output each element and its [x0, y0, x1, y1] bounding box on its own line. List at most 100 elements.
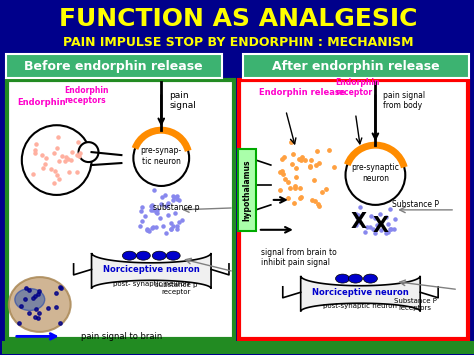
- Ellipse shape: [122, 251, 137, 260]
- Text: PAIN IMPULSE STOP BY ENDORPHIN : MECHANISM: PAIN IMPULSE STOP BY ENDORPHIN : MECHANI…: [63, 36, 413, 49]
- Text: X: X: [372, 216, 388, 236]
- Point: [55, 176, 63, 182]
- Point: [41, 161, 49, 167]
- Point: [156, 215, 164, 221]
- Point: [164, 200, 172, 206]
- Text: hypothalamus: hypothalamus: [242, 159, 251, 221]
- Point: [308, 197, 316, 203]
- Point: [138, 219, 146, 224]
- Point: [292, 184, 299, 189]
- Point: [354, 213, 361, 218]
- Text: pain
signal: pain signal: [169, 91, 196, 110]
- Point: [369, 226, 376, 232]
- Point: [361, 229, 369, 235]
- Point: [153, 209, 160, 215]
- Point: [73, 153, 81, 158]
- Point: [143, 226, 150, 231]
- Point: [276, 187, 284, 193]
- Bar: [239, 80, 468, 339]
- Point: [26, 288, 33, 293]
- Point: [137, 223, 144, 229]
- Point: [149, 224, 156, 230]
- Point: [53, 172, 61, 178]
- Point: [301, 157, 309, 163]
- Point: [150, 187, 157, 193]
- Point: [31, 150, 39, 156]
- Text: FUNCTION AS ANALGESIC: FUNCTION AS ANALGESIC: [59, 7, 417, 31]
- Point: [164, 212, 172, 218]
- Ellipse shape: [348, 274, 363, 283]
- Point: [290, 152, 297, 157]
- Ellipse shape: [137, 251, 150, 260]
- Point: [386, 206, 394, 212]
- Point: [36, 288, 43, 294]
- Point: [34, 291, 41, 297]
- Point: [54, 135, 62, 140]
- Point: [366, 224, 374, 229]
- FancyBboxPatch shape: [6, 54, 222, 78]
- Point: [167, 226, 175, 232]
- Point: [58, 153, 65, 159]
- Point: [315, 160, 323, 165]
- Point: [161, 192, 169, 197]
- FancyBboxPatch shape: [238, 149, 256, 231]
- Point: [371, 215, 379, 221]
- Point: [169, 193, 176, 199]
- Point: [297, 157, 305, 163]
- Point: [352, 211, 360, 217]
- Point: [32, 147, 39, 153]
- Point: [386, 226, 393, 231]
- Point: [38, 152, 46, 158]
- Point: [384, 221, 392, 227]
- Point: [32, 294, 39, 299]
- Point: [162, 230, 169, 235]
- Text: post- synaptic neuron: post- synaptic neuron: [113, 280, 190, 286]
- Point: [68, 149, 75, 155]
- Point: [173, 196, 181, 202]
- Point: [62, 154, 69, 160]
- Point: [387, 226, 395, 231]
- Point: [147, 203, 155, 209]
- Text: After endorphin release: After endorphin release: [272, 60, 439, 73]
- Point: [73, 169, 81, 175]
- Text: Endorphin: Endorphin: [17, 98, 65, 107]
- Text: substance p: substance p: [153, 203, 200, 212]
- Point: [278, 157, 285, 162]
- Point: [391, 216, 399, 222]
- Ellipse shape: [166, 251, 180, 260]
- Point: [299, 154, 306, 160]
- Bar: [2, 342, 474, 354]
- Point: [384, 229, 392, 235]
- Ellipse shape: [364, 274, 377, 283]
- Text: Norciceptive neuron: Norciceptive neuron: [103, 265, 200, 274]
- Point: [356, 220, 363, 225]
- Text: pain signal to brain: pain signal to brain: [81, 332, 162, 341]
- Point: [353, 214, 361, 219]
- Point: [279, 168, 286, 174]
- Point: [315, 201, 322, 207]
- Point: [56, 284, 64, 290]
- Text: pre-synap-
tic neuron: pre-synap- tic neuron: [141, 146, 182, 166]
- Point: [167, 226, 175, 232]
- Point: [173, 226, 181, 232]
- Point: [373, 222, 381, 228]
- Point: [145, 228, 152, 233]
- Point: [53, 145, 61, 151]
- Point: [64, 156, 72, 162]
- Point: [34, 315, 41, 321]
- Point: [18, 303, 25, 308]
- Text: Endorphin release: Endorphin release: [259, 88, 346, 97]
- Point: [74, 140, 82, 145]
- Point: [158, 194, 166, 200]
- Point: [363, 224, 371, 230]
- Text: signal from brain to
inhibit pain signal: signal from brain to inhibit pain signal: [261, 248, 337, 267]
- Text: Before endorphin release: Before endorphin release: [24, 60, 203, 73]
- Point: [372, 230, 379, 235]
- Point: [308, 157, 315, 163]
- Point: [55, 158, 63, 164]
- Point: [178, 217, 186, 223]
- Point: [281, 176, 289, 182]
- Point: [383, 230, 390, 235]
- Point: [50, 150, 57, 156]
- Point: [276, 169, 284, 175]
